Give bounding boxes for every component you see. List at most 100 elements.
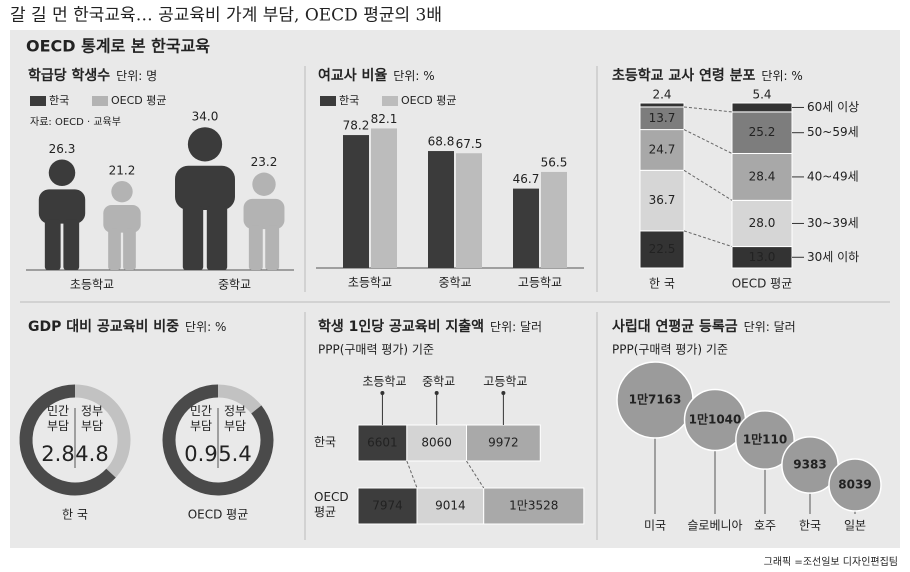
- category-label: 호주: [754, 519, 776, 533]
- bar-segment: [639, 230, 685, 269]
- bar: [428, 151, 454, 268]
- category-label: 미국: [644, 519, 666, 533]
- unit: 단위: 명: [116, 69, 157, 83]
- bar-segment: [483, 487, 585, 525]
- value-label: 46.7: [513, 172, 540, 186]
- legend-swatch: [320, 96, 336, 106]
- person: [175, 127, 235, 270]
- connector: [466, 460, 485, 489]
- series-label: 중학교: [422, 375, 455, 389]
- series-label: 민간 부담: [189, 404, 213, 433]
- value-label: 1만110: [743, 432, 787, 447]
- legend-label: OECD 평균: [401, 94, 457, 107]
- person-leg: [206, 206, 228, 270]
- value-label: 1만1040: [689, 412, 742, 427]
- panel-title: 여교사 비율 단위: %: [318, 67, 435, 84]
- person-body: [243, 198, 285, 230]
- legend-swatch: [382, 96, 398, 106]
- person: [38, 159, 86, 270]
- category-label: 중학교: [218, 278, 251, 292]
- legend-label: 한국: [49, 94, 69, 107]
- category-label: 슬로베니아: [687, 519, 742, 533]
- credit: 그래픽 =조선일보 디자인편집팀: [764, 556, 898, 568]
- panel-title: 학생 1인당 공교육비 지출액 단위: 달러: [318, 318, 542, 335]
- person-leg: [248, 225, 263, 270]
- legend-label: 한국: [339, 94, 359, 107]
- unit: 단위: 달러: [744, 320, 796, 334]
- headline: 갈 길 먼 한국교육… 공교육비 가계 부담, OECD 평균의 3배: [10, 6, 442, 26]
- value-label: 8039: [838, 478, 871, 492]
- bar-segment: [416, 487, 485, 525]
- series-label: 30~39세: [807, 216, 859, 230]
- title: 학생 1인당 공교육비 지출액: [318, 318, 484, 335]
- donut-arc: [217, 384, 262, 414]
- bar-segment: [406, 424, 467, 462]
- category-label: 한 국: [649, 277, 675, 291]
- panel-title: 사립대 연평균 등록금 단위: 달러: [612, 318, 796, 335]
- value-label: 28.4: [749, 169, 776, 183]
- title: 학급당 학생수: [28, 67, 110, 84]
- value-label: 21.2: [109, 163, 136, 177]
- unit: 단위: %: [761, 69, 802, 83]
- pointer-dot: [501, 391, 506, 395]
- section-title: OECD 통계로 본 한국교육: [26, 37, 210, 56]
- value-label: 13.0: [749, 250, 776, 264]
- person-leg: [108, 228, 121, 270]
- value-label: 56.5: [541, 155, 568, 169]
- bar: [541, 171, 567, 268]
- category-label-box: 한국: [314, 435, 337, 449]
- bar: [513, 188, 539, 268]
- person-head: [111, 180, 133, 203]
- person-body: [38, 189, 86, 224]
- person-head: [252, 172, 276, 196]
- value-label: 67.5: [456, 137, 483, 151]
- donut-arc: [74, 384, 131, 478]
- category-label: 일본: [844, 519, 866, 533]
- category-label: 고등학교: [518, 276, 562, 290]
- value-label: 4.8: [75, 442, 108, 466]
- value-label: 8060: [421, 436, 452, 450]
- unit: 단위: 달러: [490, 320, 542, 334]
- legend-swatch: [92, 96, 108, 106]
- value-label: 9383: [793, 458, 826, 472]
- series-label-box: 민간 부담: [189, 404, 213, 433]
- value-label: 23.2: [251, 155, 278, 169]
- title: 초등학교 교사 연령 분포: [612, 68, 756, 84]
- person-leg: [123, 228, 136, 270]
- series-label: 30세 이하: [807, 250, 859, 264]
- donut-arc: [162, 384, 274, 496]
- title: 사립대 연평균 등록금: [612, 318, 738, 335]
- bar-segment: [639, 102, 685, 108]
- bar-segment: [465, 424, 541, 462]
- category-label: 중학교: [438, 276, 471, 290]
- series-label: 민간 부담: [46, 404, 70, 433]
- legend-swatch: [30, 96, 46, 106]
- connector: [683, 106, 733, 113]
- series-label: 50~59세: [807, 125, 859, 139]
- unit: 단위: %: [393, 69, 434, 83]
- series-label: 60세 이상: [807, 100, 859, 114]
- person-body: [175, 165, 235, 211]
- person-leg: [265, 225, 280, 270]
- subtitle: PPP(구매력 평가) 기준: [318, 343, 434, 357]
- value-label: 25.2: [749, 125, 776, 139]
- title: 여교사 비율: [318, 67, 387, 84]
- series-label-box: 민간 부담: [46, 404, 70, 433]
- person-leg: [182, 206, 204, 270]
- person-leg: [63, 219, 80, 270]
- panel-title: GDP 대비 공교육비 비중 단위: %: [28, 319, 226, 335]
- category-label: 한국: [314, 435, 337, 449]
- unit: 단위: %: [185, 320, 226, 334]
- value-label: 28.0: [749, 216, 776, 230]
- value-label: 13.7: [649, 111, 676, 125]
- connector: [683, 129, 733, 154]
- value-label: 36.7: [649, 193, 676, 207]
- category-label-box: OECD 평균: [314, 490, 349, 519]
- value-label: 0.9: [184, 442, 217, 466]
- connector: [683, 169, 733, 201]
- person: [103, 180, 141, 270]
- pointer-dot: [380, 391, 385, 395]
- value-label: 2.4: [652, 88, 671, 102]
